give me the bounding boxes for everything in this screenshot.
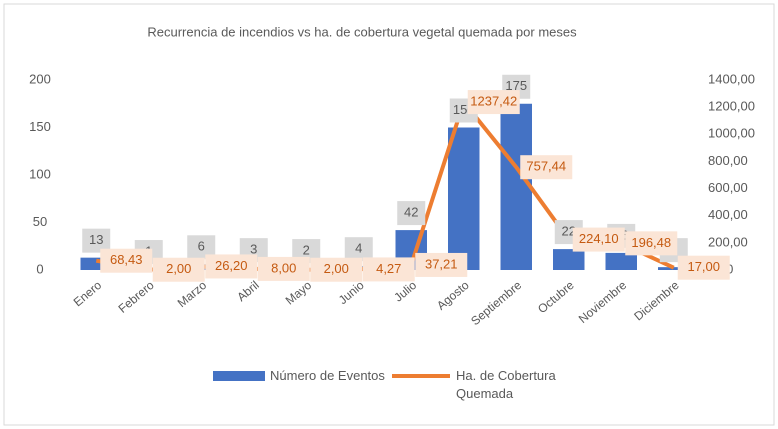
data-label-box (625, 231, 678, 256)
bar (553, 249, 585, 270)
y2-tick-label: 1200,00 (708, 99, 755, 114)
legend-label: Número de Eventos (270, 368, 385, 383)
bar (658, 267, 690, 270)
data-label-box (257, 256, 310, 281)
y-tick-label: 200 (29, 71, 51, 86)
y2-tick-label: 1000,00 (708, 126, 755, 141)
data-label: 1237,42 (470, 94, 517, 109)
data-label-box (520, 155, 573, 180)
data-label: 224,10 (579, 231, 619, 246)
y2-tick-label: 400,00 (708, 207, 748, 222)
y-tick-label: 150 (29, 119, 51, 134)
data-label-box (310, 257, 363, 282)
y2-tick-label: 800,00 (708, 153, 748, 168)
bar (500, 103, 532, 270)
data-label-box (467, 90, 520, 115)
data-label: 175 (505, 78, 527, 93)
data-label: 8,00 (271, 260, 296, 275)
data-label: 26,20 (215, 258, 248, 273)
data-label-box (82, 228, 111, 253)
data-label-box (187, 235, 216, 260)
y-tick-label: 0 (36, 261, 43, 276)
bar (605, 252, 637, 270)
data-label: 37,21 (425, 256, 458, 271)
data-label-box (415, 252, 468, 277)
data-label: 22 (562, 224, 576, 239)
data-label-box (205, 254, 258, 279)
data-label-box (572, 227, 625, 252)
data-label: 4,27 (376, 261, 401, 276)
data-label: 2 (303, 243, 310, 258)
data-label: 13 (89, 232, 103, 247)
data-label: 3 (250, 242, 257, 257)
y-tick-label: 50 (33, 214, 47, 229)
y2-tick-label: 1400,00 (708, 71, 755, 86)
legend-label: Ha. de Cobertura Quemada (456, 368, 556, 401)
data-label: 757,44 (526, 159, 566, 174)
y-tick-label: 100 (29, 166, 51, 181)
data-label: 42 (404, 205, 418, 220)
y2-tick-label: 600,00 (708, 180, 748, 195)
data-label-box (397, 201, 426, 226)
data-label: 68,43 (110, 252, 143, 267)
y2-tick-label: 200,00 (708, 234, 748, 249)
data-label-box (344, 237, 373, 262)
data-label-box (152, 257, 205, 282)
data-label: 4 (355, 241, 362, 256)
data-label-box (677, 255, 730, 280)
data-label-box (100, 248, 153, 273)
chart-border (3, 3, 775, 426)
data-label: 196,48 (631, 235, 671, 250)
chart-title: Recurrencia de incendios vs ha. de cober… (147, 24, 577, 39)
bar (448, 127, 480, 270)
data-label: 17,00 (687, 259, 720, 274)
data-label-box (362, 257, 415, 282)
data-label: 6 (198, 239, 205, 254)
data-label: 2,00 (166, 261, 191, 276)
data-label: 2,00 (324, 261, 349, 276)
legend-swatch (213, 371, 265, 381)
